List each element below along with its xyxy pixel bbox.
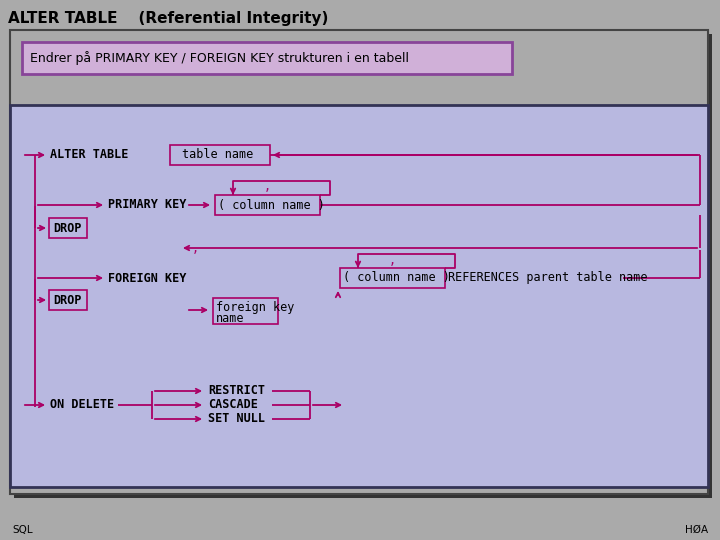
- Text: DROP: DROP: [53, 294, 81, 307]
- Text: PRIMARY KEY: PRIMARY KEY: [108, 199, 186, 212]
- Text: ,: ,: [264, 180, 271, 193]
- Text: ALTER TABLE: ALTER TABLE: [50, 148, 128, 161]
- Text: ALTER TABLE    (Referential Integrity): ALTER TABLE (Referential Integrity): [8, 10, 328, 25]
- Text: REFERENCES parent table name: REFERENCES parent table name: [448, 272, 647, 285]
- Text: SET NULL: SET NULL: [208, 413, 265, 426]
- FancyBboxPatch shape: [49, 290, 87, 310]
- FancyBboxPatch shape: [14, 34, 712, 498]
- FancyBboxPatch shape: [170, 145, 270, 165]
- FancyBboxPatch shape: [10, 105, 708, 487]
- FancyBboxPatch shape: [215, 195, 320, 215]
- Text: ON DELETE: ON DELETE: [50, 399, 114, 411]
- Text: table name: table name: [182, 148, 253, 161]
- Text: FOREIGN KEY: FOREIGN KEY: [108, 272, 186, 285]
- Text: HØA: HØA: [685, 525, 708, 535]
- Text: ( column name ): ( column name ): [343, 272, 450, 285]
- Text: ( column name ): ( column name ): [218, 199, 325, 212]
- FancyBboxPatch shape: [22, 42, 512, 74]
- FancyBboxPatch shape: [10, 30, 708, 494]
- FancyBboxPatch shape: [49, 218, 87, 238]
- Text: name: name: [216, 313, 245, 326]
- Text: foreign key: foreign key: [216, 300, 294, 314]
- Text: RESTRICT: RESTRICT: [208, 384, 265, 397]
- FancyBboxPatch shape: [340, 268, 445, 288]
- Text: ,: ,: [192, 241, 199, 254]
- Text: Endrer på PRIMARY KEY / FOREIGN KEY strukturen i en tabell: Endrer på PRIMARY KEY / FOREIGN KEY stru…: [30, 51, 409, 65]
- Text: DROP: DROP: [53, 221, 81, 234]
- Text: SQL: SQL: [12, 525, 32, 535]
- FancyBboxPatch shape: [213, 298, 278, 324]
- Text: CASCADE: CASCADE: [208, 399, 258, 411]
- Text: ,: ,: [388, 253, 395, 267]
